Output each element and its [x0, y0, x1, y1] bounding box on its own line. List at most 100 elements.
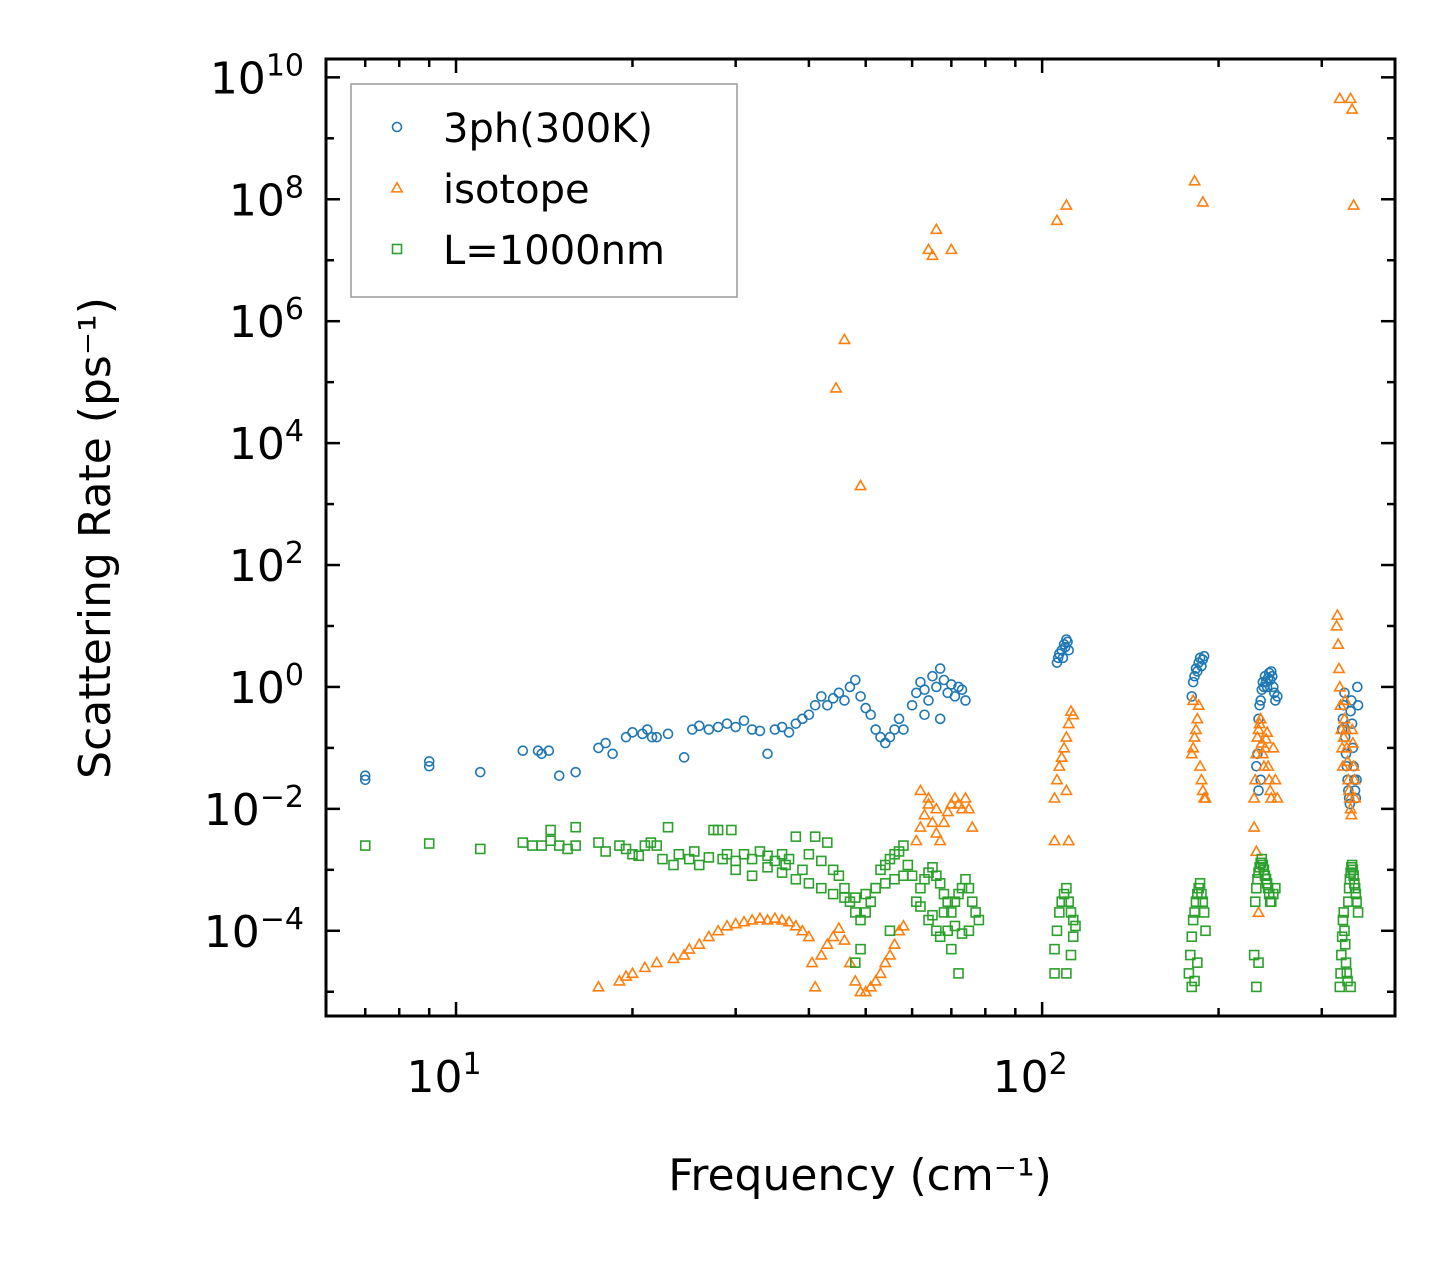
- data-point: [1062, 716, 1076, 729]
- data-point: [816, 691, 827, 702]
- data-point: [1348, 870, 1359, 882]
- data-point: [827, 864, 839, 876]
- data-point: [1347, 772, 1361, 785]
- data-point: [1188, 174, 1202, 186]
- data-point: [1189, 975, 1200, 987]
- data-point: [607, 748, 618, 760]
- data-point: [822, 837, 833, 848]
- data-point: [1342, 975, 1353, 987]
- data-point: [1065, 949, 1077, 961]
- data-point: [721, 718, 733, 729]
- data-point: [1250, 730, 1264, 742]
- data-point: [1345, 867, 1356, 878]
- data-point: [1186, 741, 1200, 753]
- data-point: [1052, 759, 1066, 771]
- data-point: [870, 724, 881, 735]
- data-point: [359, 770, 371, 781]
- data-point: [646, 731, 658, 743]
- data-point: [844, 681, 856, 693]
- data-point: [1183, 968, 1195, 979]
- data-point: [809, 699, 821, 711]
- axis-tick-labels: 101 102 1010 108 106 104 102 100 10−2 10−4: [204, 48, 1068, 1103]
- data-point: [829, 381, 843, 393]
- data-point: [963, 882, 975, 894]
- data-point: [963, 925, 975, 937]
- data-point: [816, 855, 827, 867]
- data-point: [937, 815, 951, 828]
- data-point: [1198, 791, 1213, 803]
- data-point: [795, 923, 810, 936]
- data-point: [909, 833, 923, 846]
- data-point: [946, 943, 957, 955]
- series-2-points: [359, 821, 1364, 993]
- data-point: [591, 980, 606, 992]
- data-point: [949, 920, 961, 932]
- data-point: [802, 929, 816, 942]
- data-point: [965, 820, 979, 832]
- data-point: [1063, 644, 1074, 656]
- data-point: [826, 929, 840, 942]
- data-point: [1333, 91, 1347, 104]
- data-point: [1340, 957, 1352, 968]
- data-point: [775, 913, 789, 925]
- data-point: [720, 919, 734, 931]
- data-point: [927, 909, 938, 921]
- legend-marker-triangle: [390, 181, 404, 193]
- data-point: [633, 850, 645, 862]
- legend-marker-circle: [391, 121, 403, 133]
- data-point: [1347, 864, 1359, 876]
- data-point: [1256, 747, 1270, 759]
- data-point: [1062, 833, 1076, 846]
- legend-label: 3ph(300K): [443, 106, 653, 152]
- data-point: [1196, 660, 1207, 672]
- data-point: [760, 913, 775, 925]
- data-point: [703, 724, 715, 735]
- data-point: [949, 691, 961, 702]
- x-axis-title: Frequency (cm⁻¹): [668, 1150, 1052, 1201]
- data-point: [1050, 772, 1064, 785]
- data-point: [893, 713, 905, 725]
- data-point: [783, 853, 795, 865]
- data-point: [762, 861, 773, 873]
- data-point: [1193, 759, 1207, 771]
- data-point: [1059, 198, 1073, 210]
- legend-box: [350, 83, 738, 298]
- data-point: [946, 907, 957, 918]
- data-point: [703, 852, 715, 863]
- data-point: [639, 840, 651, 851]
- series-1-points: [591, 91, 1362, 997]
- data-point: [1061, 882, 1072, 894]
- data-point: [359, 840, 371, 851]
- data-point: [738, 715, 750, 726]
- data-point: [1186, 691, 1198, 702]
- data-point: [1268, 681, 1279, 693]
- data-point: [600, 737, 611, 749]
- data-point: [1254, 712, 1268, 724]
- data-point: [1330, 619, 1344, 631]
- data-point: [625, 966, 640, 979]
- data-point: [902, 859, 914, 871]
- data-point: [860, 907, 871, 918]
- data-point: [729, 917, 743, 929]
- data-point: [1251, 905, 1266, 918]
- data-point: [1260, 725, 1274, 738]
- data-point: [878, 955, 892, 968]
- data-point: [645, 837, 657, 848]
- data-point: [1350, 888, 1362, 900]
- data-point: [864, 980, 878, 992]
- data-points-layer: [359, 91, 1364, 997]
- data-point: [853, 478, 868, 491]
- data-point: [925, 815, 940, 828]
- data-point: [1346, 718, 1358, 729]
- data-point: [1256, 853, 1268, 865]
- data-point: [1059, 783, 1073, 796]
- data-point: [808, 980, 822, 992]
- data-point: [1266, 670, 1278, 682]
- data-point: [929, 826, 943, 838]
- data-point: [1253, 957, 1264, 968]
- data-point: [832, 921, 846, 933]
- data-point: [906, 699, 918, 711]
- data-point: [1344, 798, 1356, 810]
- data-point: [693, 859, 705, 871]
- data-point: [1346, 736, 1360, 748]
